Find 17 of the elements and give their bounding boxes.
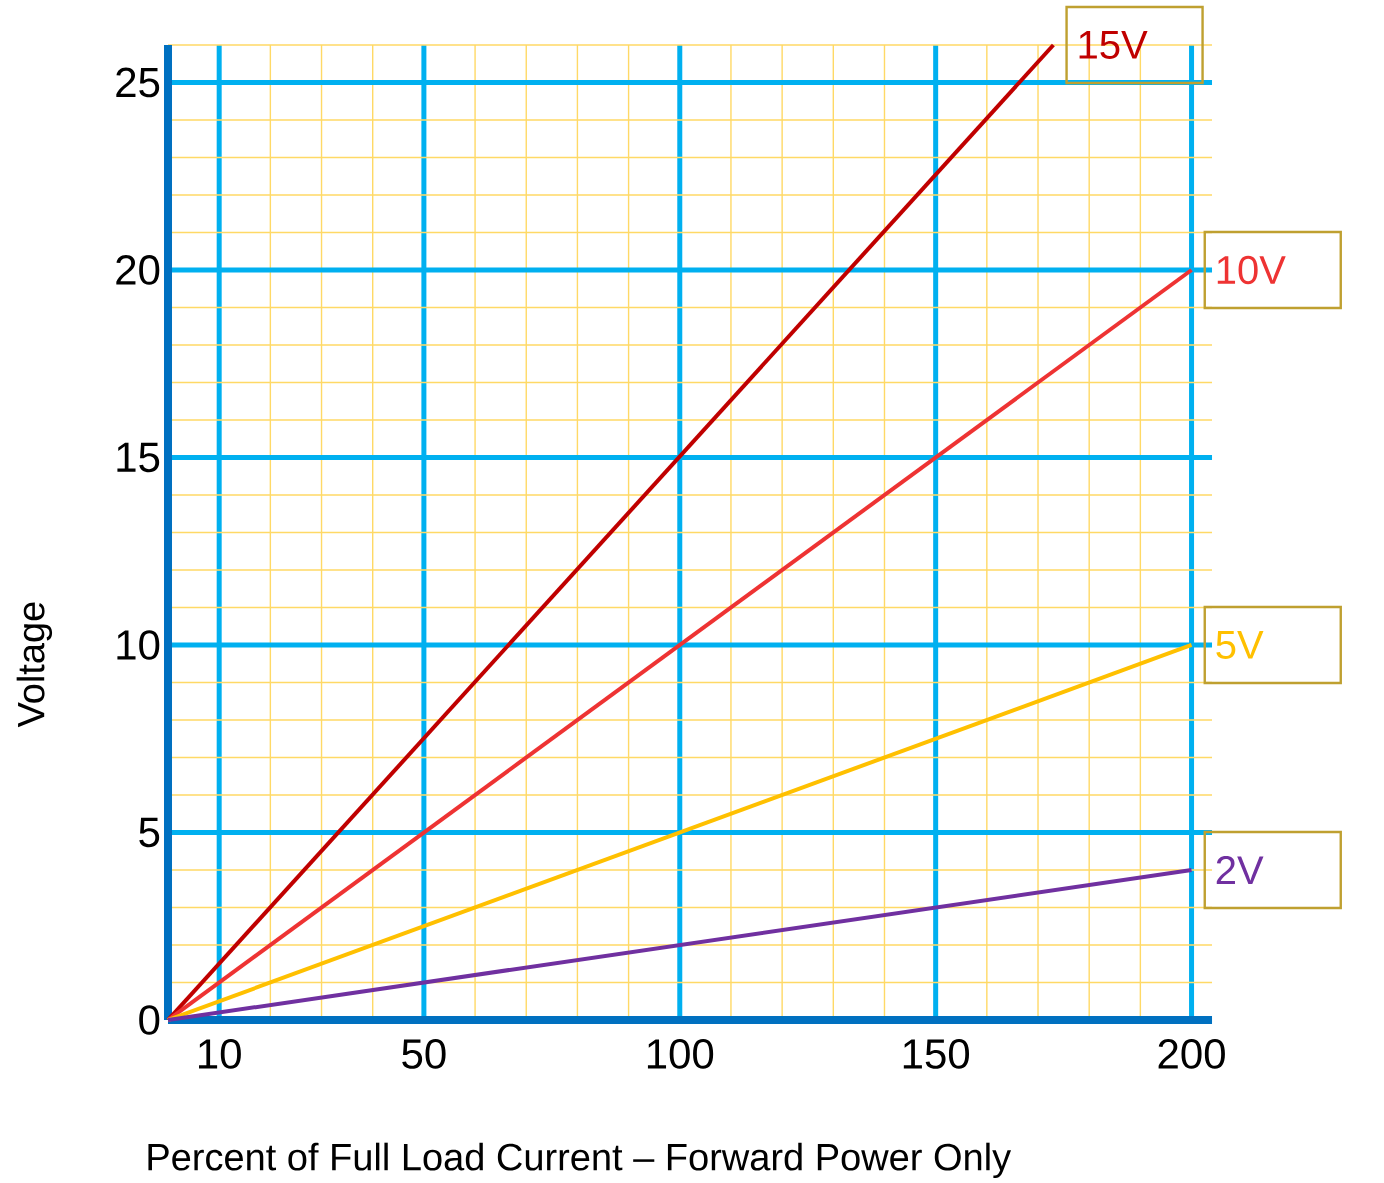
y-tick-label: 10	[117, 630, 160, 660]
series-label: 5V	[1216, 631, 1264, 659]
x-tick-label: 100	[647, 1039, 714, 1069]
y-tick-label: 5	[139, 817, 160, 848]
x-axis-title: Percent of Full Load Current – Forward Power Only	[148, 1142, 1012, 1179]
y-axis-title: Voltage	[16, 602, 53, 728]
y-tick-label: 20	[116, 255, 160, 285]
x-tick-label: 10	[199, 1039, 241, 1069]
x-tick-label: 50	[402, 1039, 446, 1069]
y-tick-label: 0	[139, 1005, 160, 1035]
series-label: 15V	[1079, 31, 1148, 59]
x-tick-label: 150	[903, 1039, 970, 1069]
series-label: 2V	[1216, 856, 1264, 884]
series-label: 10V	[1217, 255, 1286, 285]
x-tick-label: 200	[1158, 1039, 1225, 1069]
y-tick-label: 25	[116, 67, 160, 98]
y-tick-label: 15	[117, 442, 160, 473]
